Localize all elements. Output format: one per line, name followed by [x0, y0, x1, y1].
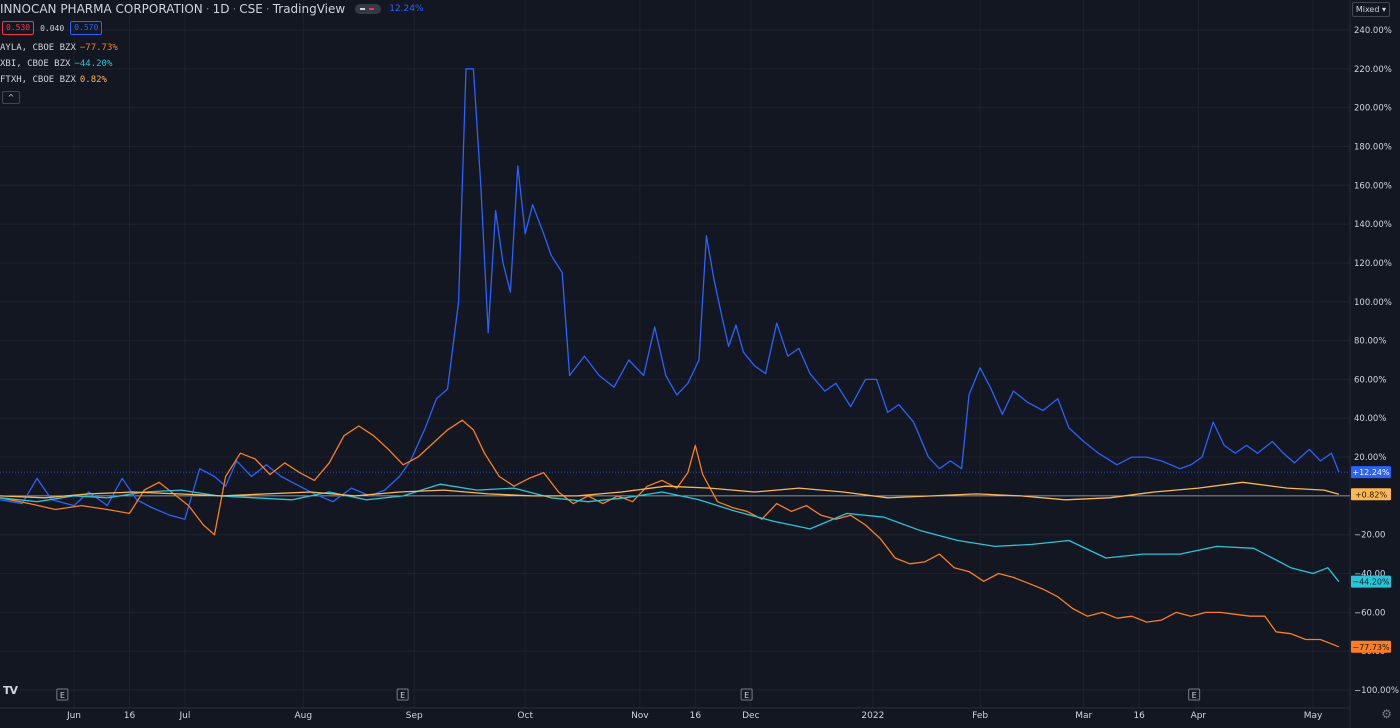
y-tick-label: −40.00 [1354, 570, 1385, 580]
y-tick-label: 140.00% [1354, 220, 1392, 230]
x-tick-label: 16 [1133, 711, 1145, 721]
last-value-badge: +0.82% [1351, 488, 1391, 501]
earnings-marker[interactable]: E [56, 688, 69, 701]
legend-item-xbi[interactable]: XBI, CBOE BZX −44.20% [0, 59, 112, 69]
y-tick-label: 200.00% [1354, 104, 1392, 114]
last-value-badge: −44.20% [1351, 575, 1391, 588]
legend-item-ftxh[interactable]: FTXH, CBOE BZX 0.82% [0, 75, 107, 85]
badge-label: −77.73% [1352, 643, 1390, 652]
earnings-label: E [60, 691, 65, 700]
badge-label: +0.82% [1355, 490, 1388, 499]
x-tick-label: Jul [179, 711, 191, 721]
y-tick-label: 220.00% [1354, 65, 1392, 75]
exchange-label: CSE [239, 2, 263, 16]
earnings-marker[interactable]: E [1188, 688, 1201, 701]
gear-icon[interactable]: ⚙ [1381, 707, 1392, 721]
legend-item-ayla[interactable]: AYLA, CBOE BZX −77.73% [0, 43, 118, 53]
visibility-toggle-icon[interactable] [355, 4, 382, 14]
spread-value: 0.040 [40, 23, 65, 33]
earnings-label: E [744, 691, 749, 700]
series-line [0, 481, 1340, 501]
symbol-title[interactable]: INNOCAN PHARMA CORPORATION [0, 2, 203, 16]
separator: · [265, 2, 270, 16]
x-tick-label: Nov [631, 711, 649, 721]
interval-label[interactable]: 1D [212, 2, 230, 16]
x-tick-label: Apr [1191, 711, 1207, 721]
legend-value: −44.20% [74, 59, 113, 69]
price-boxes: 0.530 0.040 0.570 [2, 21, 103, 35]
earnings-box [740, 688, 753, 701]
earnings-marker[interactable]: E [396, 688, 409, 701]
legend-value: −77.73% [79, 43, 118, 53]
badge-label: −44.20% [1352, 578, 1390, 587]
y-tick-label: 20.00% [1354, 453, 1386, 463]
header-change-value: 12.24% [389, 4, 424, 14]
tradingview-logo-icon[interactable]: TV [3, 684, 18, 697]
x-tick-label: Aug [294, 711, 312, 721]
x-tick-label: 16 [124, 711, 136, 721]
y-tick-label: 120.00% [1354, 259, 1392, 269]
x-tick-label: Mar [1075, 711, 1092, 721]
x-tick-label: Dec [742, 711, 759, 721]
badge-bg [1351, 466, 1391, 479]
series-line [0, 68, 1340, 520]
last-value-badge: −77.73% [1351, 640, 1391, 653]
source-label: TradingView [272, 2, 346, 16]
separator: · [232, 2, 237, 16]
series-line [0, 419, 1340, 648]
earnings-label: E [400, 691, 405, 700]
legend-name: XBI, CBOE BZX [0, 59, 71, 69]
x-tick-label: May [1304, 711, 1323, 721]
y-tick-label: 80.00% [1354, 337, 1386, 347]
badge-bg [1351, 488, 1391, 501]
last-value-badge: +12.24% [1351, 466, 1391, 479]
scale-mode-dropdown[interactable]: Mixed ▾ [1351, 2, 1390, 17]
y-tick-label: 60.00% [1354, 375, 1386, 385]
x-tick-label: Sep [406, 711, 423, 721]
y-tick-label: 240.00% [1354, 26, 1392, 36]
x-tick-label: Oct [517, 711, 533, 721]
earnings-box [1188, 688, 1201, 701]
earnings-marker[interactable]: E [740, 688, 753, 701]
y-tick-label: 180.00% [1354, 142, 1392, 152]
chart-header: INNOCAN PHARMA CORPORATION · 1D · CSE · … [0, 0, 424, 18]
x-tick-label: Jun [66, 711, 81, 721]
x-tick-label: 16 [690, 711, 702, 721]
badge-bg [1351, 640, 1391, 653]
x-tick-label: 2022 [861, 711, 884, 721]
earnings-label: E [1192, 691, 1197, 700]
legend-value: 0.82% [79, 75, 107, 85]
y-tick-label: −100.00% [1354, 686, 1399, 696]
buy-price-box[interactable]: 0.570 [70, 21, 103, 35]
y-tick-label: −20.00 [1354, 531, 1385, 541]
legend-name: FTXH, CBOE BZX [0, 75, 76, 85]
sell-price-box[interactable]: 0.530 [2, 21, 35, 35]
separator: · [205, 2, 210, 16]
y-tick-label: 100.00% [1354, 298, 1392, 308]
legend-name: AYLA, CBOE BZX [0, 43, 76, 53]
earnings-box [56, 688, 69, 701]
chevron-down-icon: ▾ [1381, 5, 1386, 14]
y-tick-label: 160.00% [1354, 181, 1392, 191]
earnings-box [396, 688, 409, 701]
badge-label: +12.24% [1352, 468, 1390, 477]
y-tick-label: −60.00 [1354, 608, 1385, 618]
badge-bg [1351, 575, 1391, 588]
collapse-legend-button[interactable]: ^ [2, 91, 20, 104]
scale-mode-label: Mixed [1355, 5, 1380, 14]
series-line [0, 483, 1340, 583]
y-tick-label: 40.00% [1354, 414, 1386, 424]
x-tick-label: Feb [972, 711, 988, 721]
